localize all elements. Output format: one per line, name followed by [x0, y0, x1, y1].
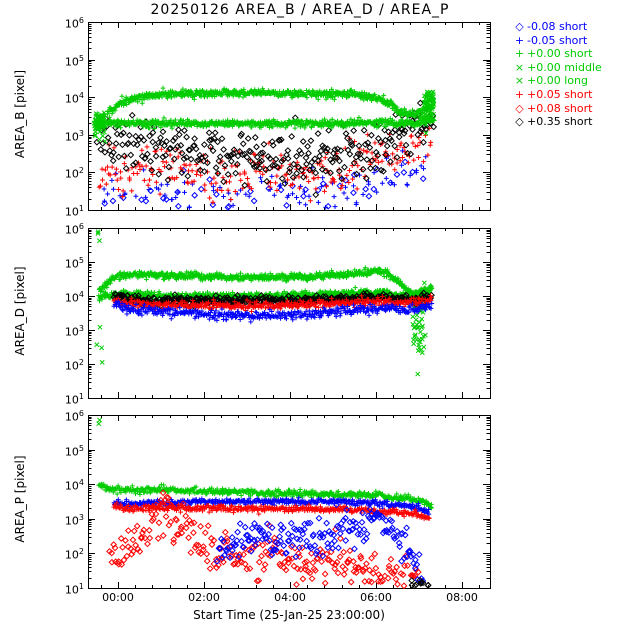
y-tick-label: 102: [64, 358, 84, 373]
legend-item: + +0.00 short: [512, 47, 602, 61]
legend-item: × +0.00 middle: [512, 61, 602, 75]
legend-label: +0.00 long: [527, 74, 588, 88]
legend-item: + -0.05 short: [512, 34, 602, 48]
legend-label: +0.00 short: [527, 47, 593, 61]
y-tick-label: 102: [64, 166, 84, 182]
legend-item: × +0.00 long: [512, 74, 602, 88]
y-tick-label: 102: [64, 547, 84, 563]
legend-label: +0.00 middle: [527, 60, 602, 74]
legend-marker-icon: ◇: [515, 101, 524, 115]
x-axis-title: Start Time (25-Jan-25 23:00:00): [193, 608, 385, 622]
y-tick-label: 104: [64, 290, 84, 305]
y-tick-label: 106: [64, 222, 84, 237]
legend-item: + +0.05 short: [512, 88, 602, 102]
legend-marker-icon: ×: [514, 60, 525, 74]
y-tick-label: 105: [64, 256, 84, 271]
y-tick-label: 106: [64, 16, 84, 31]
y-tick-label: 101: [64, 204, 84, 219]
legend-label: +0.08 short: [527, 101, 593, 115]
legend-marker-icon: +: [514, 33, 525, 47]
legend: ◇ -0.08 short + -0.05 short + +0.00 short × +0.…: [512, 20, 602, 129]
x-tick-label: 02:00: [188, 591, 220, 604]
x-tick-label: 06:00: [360, 591, 392, 604]
y-tick-label: 105: [64, 53, 84, 69]
legend-item: ◇ -0.08 short: [512, 20, 602, 34]
legend-label: -0.05 short: [527, 33, 588, 47]
y-axis-title-area-d: AREA_D [pixel]: [13, 266, 27, 356]
y-axis-title-area-b: AREA_B [pixel]: [13, 69, 27, 159]
x-tick-label: 04:00: [274, 591, 306, 604]
legend-marker-icon: +: [514, 87, 525, 101]
legend-label: -0.08 short: [527, 20, 588, 33]
y-tick-label: 101: [64, 392, 84, 407]
legend-marker-icon: ◇: [515, 115, 524, 129]
y-tick-label: 101: [64, 582, 84, 597]
y-tick-label: 104: [64, 91, 84, 106]
legend-item: ◇ +0.35 short: [512, 115, 602, 129]
y-axis-title-area-p: AREA_P [pixel]: [13, 455, 27, 543]
x-tick-label: 08:00: [446, 591, 478, 604]
y-tick-label: 104: [64, 478, 84, 493]
legend-item: ◇ +0.08 short: [512, 102, 602, 116]
legend-label: +0.05 short: [527, 87, 593, 101]
x-tick-label: 00:00: [102, 591, 134, 604]
chart-title: 20250126 AREA_B / AREA_D / AREA_P: [150, 2, 450, 18]
y-tick-label: 103: [64, 128, 84, 144]
y-tick-label: 105: [64, 443, 84, 459]
y-tick-label: 103: [64, 512, 84, 528]
legend-label: +0.35 short: [527, 115, 593, 129]
legend-marker-icon: +: [514, 47, 525, 61]
legend-marker-icon: ◇: [515, 20, 524, 33]
legend-marker-icon: ×: [514, 74, 525, 88]
y-tick-label: 103: [64, 324, 84, 339]
y-tick-label: 106: [64, 409, 84, 424]
